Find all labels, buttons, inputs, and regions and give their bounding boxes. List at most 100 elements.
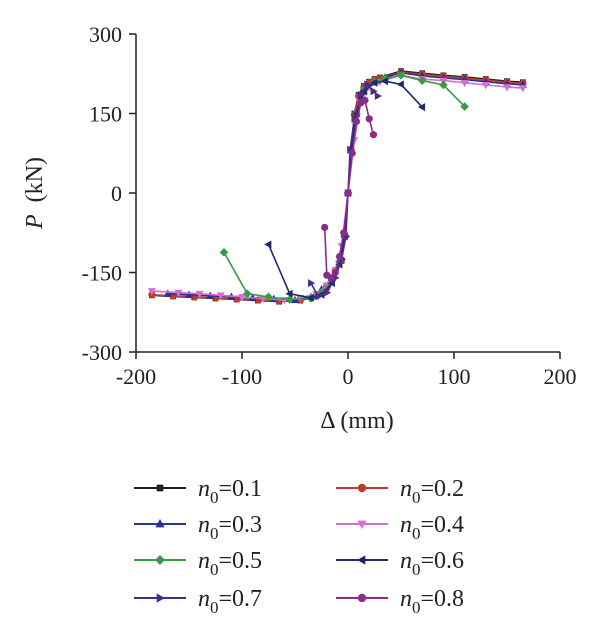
data-point bbox=[357, 90, 366, 99]
data-point bbox=[361, 96, 369, 104]
data-point bbox=[460, 79, 469, 88]
data-point bbox=[347, 145, 355, 154]
data-point bbox=[370, 78, 378, 87]
data-point bbox=[242, 289, 252, 299]
x-tick-label: 100 bbox=[438, 364, 471, 389]
legend-symbol: n bbox=[400, 586, 412, 612]
x-axis-label: Δ (mm) bbox=[320, 408, 393, 434]
data-point bbox=[365, 115, 373, 123]
data-point bbox=[460, 102, 469, 111]
data-point bbox=[374, 92, 382, 100]
data-point bbox=[321, 223, 329, 232]
data-point bbox=[219, 248, 229, 257]
data-point bbox=[357, 483, 367, 493]
legend-subscript: 0 bbox=[210, 598, 219, 617]
y-tick-label: 300 bbox=[89, 22, 122, 47]
data-point bbox=[285, 295, 295, 304]
data-point bbox=[327, 274, 335, 282]
legend-label: n0=0.3 bbox=[198, 512, 262, 543]
legend-value: =0.4 bbox=[421, 512, 465, 538]
legend-value: =0.6 bbox=[421, 548, 465, 574]
data-point bbox=[396, 71, 406, 80]
x-tick-label: 0 bbox=[343, 364, 354, 389]
legend-value: =0.2 bbox=[421, 476, 465, 502]
x-tick-label: 200 bbox=[544, 364, 577, 389]
legend-value: =0.7 bbox=[219, 586, 263, 612]
series bbox=[163, 68, 527, 303]
data-point bbox=[481, 82, 490, 90]
legend-symbol: n bbox=[198, 476, 210, 502]
data-point bbox=[264, 292, 273, 302]
x-tick-label: -100 bbox=[222, 364, 262, 389]
legend-item: n0=0.1 bbox=[134, 476, 262, 507]
legend-item: n0=0.3 bbox=[134, 512, 262, 543]
data-point bbox=[370, 87, 378, 96]
data-point bbox=[356, 555, 366, 565]
legend-subscript: 0 bbox=[210, 488, 219, 507]
legend-item: n0=0.6 bbox=[336, 548, 464, 579]
data-point bbox=[518, 85, 527, 93]
legend-subscript: 0 bbox=[412, 524, 421, 543]
legend-item: n0=0.2 bbox=[336, 476, 464, 507]
series-line bbox=[323, 99, 375, 279]
series-group bbox=[147, 68, 527, 305]
legend-subscript: 0 bbox=[210, 560, 219, 579]
legend-symbol: n bbox=[400, 512, 412, 538]
data-point bbox=[417, 103, 426, 112]
legend-label: n0=0.4 bbox=[400, 512, 464, 543]
data-point bbox=[503, 84, 511, 92]
legend-subscript: 0 bbox=[210, 524, 219, 543]
data-point bbox=[331, 268, 339, 277]
legend-subscript: 0 bbox=[412, 560, 421, 579]
y-axis-symbol: P bbox=[22, 214, 48, 230]
legend-item: n0=0.8 bbox=[336, 586, 464, 617]
legend: n0=0.1 n0=0.2n0=0.3 n0=0.4n0=0.5 n0=0.6n0=0… bbox=[134, 476, 464, 617]
data-point bbox=[174, 289, 183, 297]
legend-value: =0.1 bbox=[219, 476, 263, 502]
legend-label: n0=0.2 bbox=[400, 476, 464, 507]
legend-symbol: n bbox=[400, 548, 412, 574]
series-line bbox=[223, 74, 466, 301]
legend-item: n0=0.5 bbox=[134, 548, 262, 579]
data-point bbox=[348, 149, 356, 157]
legend-symbol: n bbox=[198, 512, 210, 538]
x-tick-label: -200 bbox=[116, 364, 156, 389]
series-line bbox=[167, 71, 523, 301]
data-point bbox=[335, 253, 344, 261]
y-tick-label: -150 bbox=[82, 261, 122, 286]
data-point bbox=[439, 80, 448, 90]
y-tick-label: 0 bbox=[111, 181, 122, 206]
data-point bbox=[155, 518, 165, 528]
legend-label: n0=0.7 bbox=[198, 586, 262, 617]
y-axis-unit: (kN) bbox=[22, 157, 48, 202]
data-point bbox=[264, 240, 272, 249]
data-point bbox=[357, 520, 367, 530]
y-ticks: 300 150 0 -150 -300 bbox=[82, 22, 136, 365]
x-ticks: -200 -100 0 100 200 bbox=[116, 352, 577, 389]
legend-symbol: n bbox=[400, 476, 412, 502]
data-point bbox=[396, 80, 404, 89]
data-point bbox=[380, 77, 388, 86]
data-point bbox=[163, 289, 172, 297]
legend-label: n0=0.5 bbox=[198, 548, 262, 579]
data-point bbox=[344, 189, 352, 197]
plot-area: -200 -100 0 100 200 300 150 0 -150 -300 bbox=[82, 22, 577, 389]
data-point bbox=[352, 117, 361, 126]
y-tick-label: -300 bbox=[82, 340, 122, 365]
y-axis-label: P (kN) bbox=[22, 157, 48, 230]
legend-label: n0=0.8 bbox=[400, 586, 464, 617]
data-point bbox=[195, 290, 204, 299]
legend-symbol: n bbox=[198, 548, 210, 574]
data-point bbox=[323, 288, 332, 297]
series bbox=[219, 71, 469, 304]
data-point bbox=[357, 593, 367, 603]
data-point bbox=[308, 279, 316, 288]
data-point bbox=[315, 292, 323, 301]
series bbox=[321, 96, 378, 282]
data-point bbox=[185, 290, 193, 298]
data-point bbox=[147, 288, 156, 296]
legend-item: n0=0.4 bbox=[336, 512, 464, 543]
data-point bbox=[154, 554, 166, 566]
data-point bbox=[364, 80, 372, 89]
